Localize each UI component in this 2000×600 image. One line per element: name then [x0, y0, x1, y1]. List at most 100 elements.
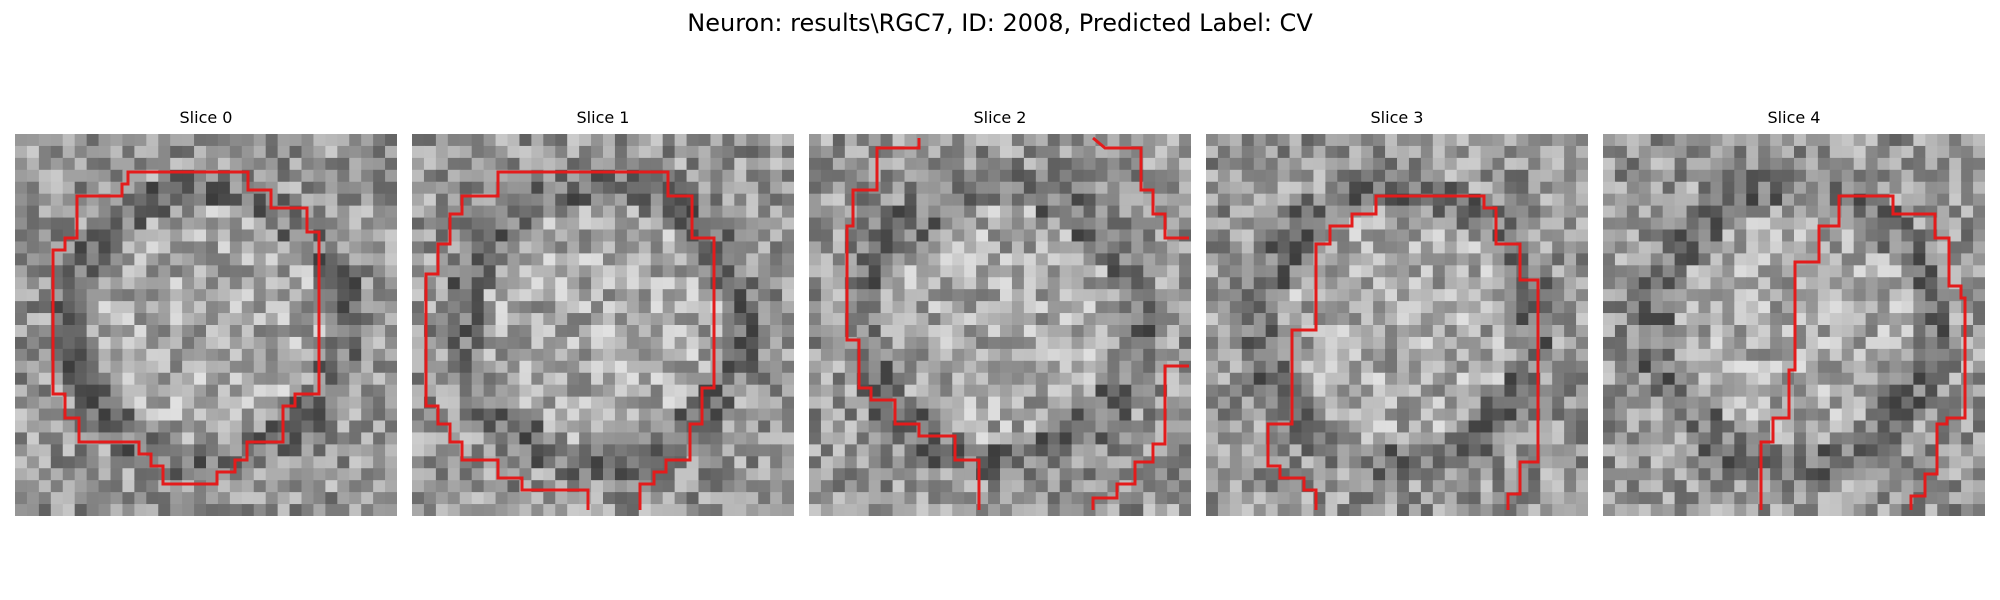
image-pixel	[253, 301, 267, 314]
image-pixel	[1746, 420, 1759, 434]
image-pixel	[1047, 360, 1061, 374]
image-pixel	[38, 504, 52, 516]
image-pixel	[614, 456, 628, 469]
image-pixel	[1023, 504, 1037, 516]
image-pixel	[1576, 384, 1588, 398]
image-pixel	[674, 229, 688, 243]
image-pixel	[194, 480, 207, 493]
image-pixel	[1095, 313, 1109, 326]
image-pixel	[361, 360, 374, 374]
image-pixel	[495, 384, 509, 398]
image-pixel	[1206, 336, 1219, 350]
image-pixel	[110, 468, 124, 481]
image-pixel	[1289, 432, 1303, 445]
image-pixel	[734, 241, 747, 254]
image-pixel	[519, 348, 532, 362]
image-pixel	[674, 277, 688, 290]
image-pixel	[1206, 193, 1219, 207]
image-pixel	[1265, 396, 1279, 410]
image-pixel	[567, 217, 580, 231]
image-pixel	[988, 360, 1001, 374]
image-pixel	[579, 348, 592, 362]
image-pixel	[868, 157, 882, 171]
image-pixel	[349, 492, 362, 505]
image-pixel	[1650, 134, 1664, 147]
image-pixel	[686, 253, 700, 266]
image-pixel	[686, 432, 700, 445]
image-pixel	[38, 134, 52, 147]
image-pixel	[1432, 205, 1446, 219]
image-pixel	[1746, 241, 1759, 254]
image-pixel	[603, 157, 616, 171]
image-pixel	[74, 169, 88, 183]
image-pixel	[194, 408, 207, 422]
image-pixel	[1083, 301, 1097, 314]
image-pixel	[1937, 253, 1950, 266]
image-pixel	[674, 420, 688, 434]
image-pixel	[698, 265, 712, 278]
image-pixel	[1480, 444, 1494, 457]
image-pixel	[435, 432, 449, 445]
image-pixel	[868, 408, 882, 422]
image-pixel	[1540, 325, 1553, 338]
image-pixel	[1492, 408, 1506, 422]
image-pixel	[952, 384, 965, 398]
image-pixel	[964, 408, 977, 422]
image-pixel	[86, 456, 100, 469]
image-pixel	[217, 145, 231, 159]
image-pixel	[134, 325, 147, 338]
image-pixel	[98, 492, 112, 505]
image-pixel	[809, 396, 822, 410]
image-pixel	[1143, 336, 1156, 350]
image-pixel	[770, 134, 783, 147]
image-pixel	[1206, 217, 1219, 231]
image-pixel	[423, 169, 437, 183]
image-pixel	[289, 313, 303, 326]
image-pixel	[134, 492, 147, 505]
image-pixel	[1662, 229, 1676, 243]
image-pixel	[1805, 205, 1819, 219]
image-pixel	[435, 480, 449, 493]
image-pixel	[1734, 217, 1747, 231]
image-pixel	[1817, 145, 1831, 159]
image-pixel	[194, 325, 207, 338]
image-pixel	[15, 145, 28, 159]
image-pixel	[1480, 289, 1494, 302]
image-pixel	[170, 456, 183, 469]
image-pixel	[1889, 396, 1903, 410]
image-pixel	[591, 504, 604, 516]
image-pixel	[1937, 396, 1950, 410]
image-pixel	[1432, 360, 1446, 374]
image-pixel	[1540, 289, 1553, 302]
image-pixel	[1325, 432, 1338, 445]
image-pixel	[1023, 217, 1037, 231]
image-pixel	[1432, 145, 1446, 159]
image-pixel	[1265, 360, 1279, 374]
image-pixel	[1456, 289, 1470, 302]
image-pixel	[1071, 289, 1085, 302]
image-pixel	[241, 301, 255, 314]
image-pixel	[1650, 456, 1664, 469]
image-pixel	[734, 492, 747, 505]
image-pixel	[1206, 181, 1219, 195]
image-pixel	[1325, 456, 1338, 469]
image-pixel	[734, 408, 747, 422]
image-pixel	[86, 480, 100, 493]
image-pixel	[1059, 456, 1073, 469]
image-pixel	[734, 253, 747, 266]
image-pixel	[1480, 396, 1494, 410]
image-pixel	[988, 480, 1001, 493]
image-pixel	[1349, 468, 1362, 481]
image-pixel	[1650, 325, 1664, 338]
image-pixel	[229, 504, 243, 516]
image-pixel	[1603, 145, 1616, 159]
image-pixel	[217, 336, 231, 350]
image-pixel	[952, 325, 965, 338]
image-pixel	[820, 181, 834, 195]
image-pixel	[1253, 241, 1267, 254]
image-pixel	[435, 169, 449, 183]
image-pixel	[734, 289, 747, 302]
image-pixel	[435, 336, 449, 350]
contour-line	[424, 170, 590, 510]
image-pixel	[1913, 396, 1926, 410]
